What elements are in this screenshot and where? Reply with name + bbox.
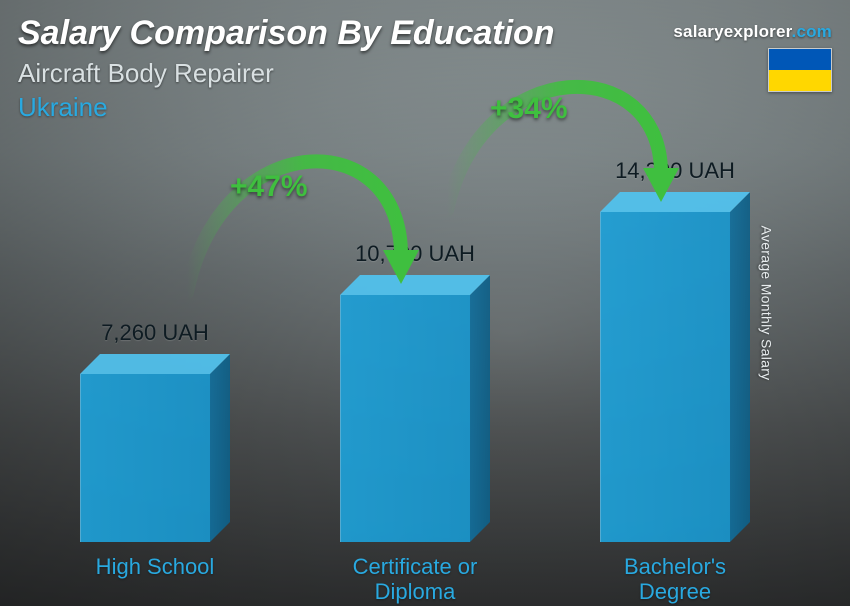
increase-percent-0: +47% [230, 170, 308, 204]
bar-side [210, 354, 230, 542]
bar3d [80, 374, 230, 542]
increase-percent-1: +34% [490, 92, 568, 126]
infographic-canvas: Salary Comparison By Education Aircraft … [0, 0, 850, 606]
bar-2: 14,300 UAHBachelor'sDegree [600, 212, 750, 542]
bar-1: 10,700 UAHCertificate orDiploma [340, 295, 490, 542]
bar3d [340, 295, 490, 542]
bar-0: 7,260 UAHHigh School [80, 374, 230, 542]
bar-category-label: Certificate orDiploma [353, 554, 478, 605]
bar-top [340, 275, 490, 295]
bar-side [470, 275, 490, 542]
bar-front [600, 212, 730, 542]
bar-value-label: 10,700 UAH [355, 241, 475, 267]
bar-front [340, 295, 470, 542]
bar-category-label: High School [96, 554, 215, 579]
bar3d [600, 212, 750, 542]
bar-top [80, 354, 230, 374]
bar-value-label: 7,260 UAH [101, 320, 209, 346]
bar-category-label: Bachelor'sDegree [624, 554, 726, 605]
bar-side [730, 192, 750, 542]
bar-top [600, 192, 750, 212]
bar-chart: 7,260 UAHHigh School10,700 UAHCertificat… [0, 0, 850, 606]
bar-front [80, 374, 210, 542]
bar-value-label: 14,300 UAH [615, 158, 735, 184]
